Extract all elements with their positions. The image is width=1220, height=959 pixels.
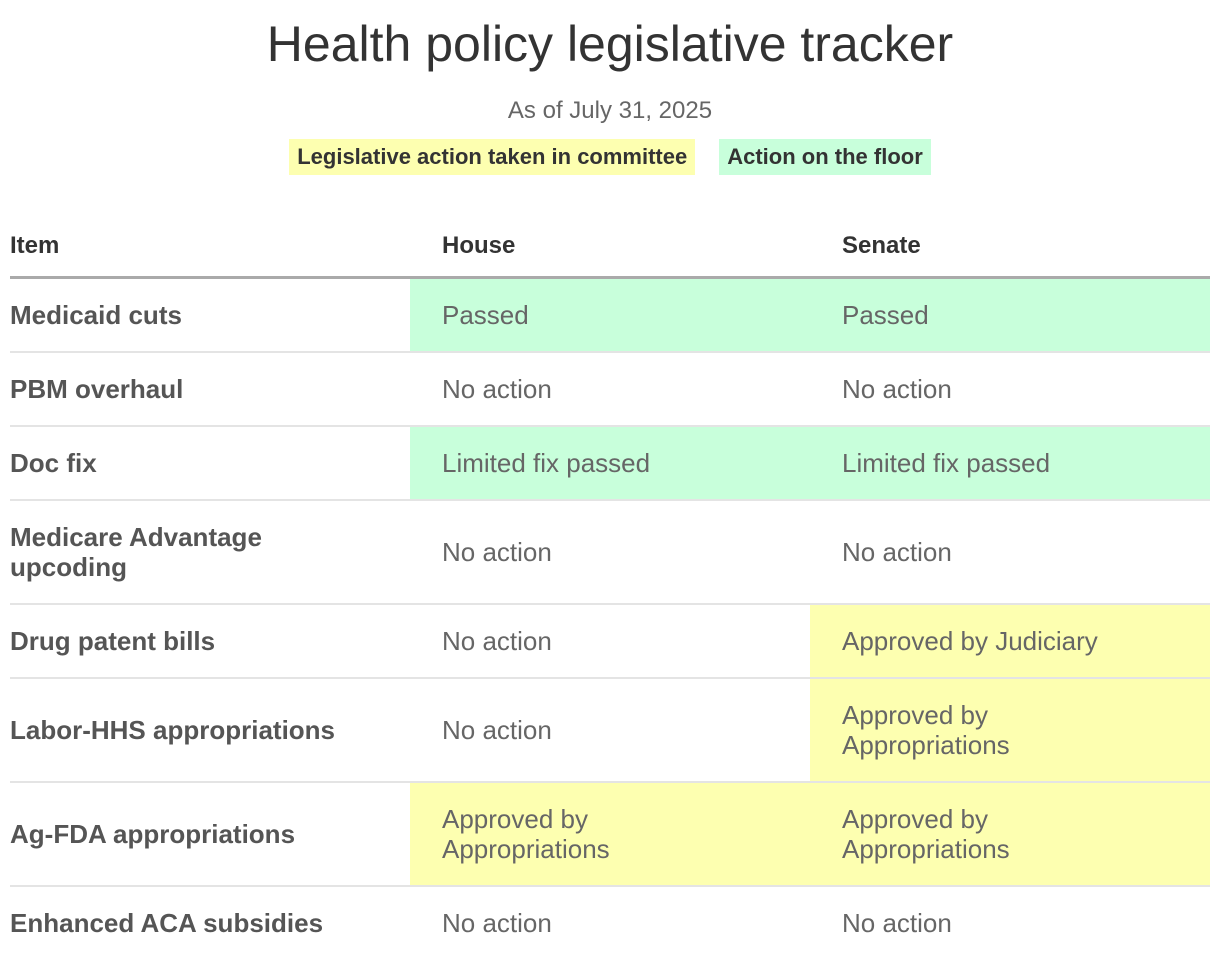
status-cell: No action	[442, 908, 552, 938]
item-cell: Enhanced ACA subsidies	[10, 908, 324, 938]
legend-item: Legislative action taken in committee	[289, 139, 696, 175]
table-row: Labor-HHS appropriations No action Approve…	[10, 678, 1210, 783]
column-header: Senate	[810, 216, 1210, 279]
status-cell: Approved by Judiciary	[810, 604, 1210, 679]
table-row: PBM overhaul No action No action	[10, 352, 1210, 427]
legend-item: Action on the floor	[719, 139, 931, 175]
item-cell: Labor-HHS appropriations	[10, 678, 410, 783]
item-cell: Doc fix	[10, 426, 410, 501]
table-row: Drug patent bills No action Approved by Ju…	[10, 604, 1210, 679]
item-cell: Medicare Advantage upcoding	[10, 500, 410, 605]
subtitle: As of July 31, 2025	[507, 97, 713, 124]
status-cell: No action	[410, 500, 810, 605]
column-header: House	[410, 216, 810, 279]
status-cell: Passed	[410, 277, 810, 353]
status-cell: No action	[410, 352, 810, 427]
status-cell: Approved by Appropriations	[410, 782, 810, 887]
status-cell: Limited fix passed	[810, 426, 1210, 501]
status-cell: Limited fix passed	[410, 426, 810, 501]
table-row: Medicaid cuts Passed Passed	[10, 277, 1210, 353]
table-row: Enhanced ACA subsidies No action No action	[10, 886, 1210, 959]
item-cell: Ag-FDA appropriations	[10, 782, 410, 887]
legend: Legislative action taken in committee Act…	[0, 139, 1220, 175]
column-header: Item	[10, 216, 410, 279]
tracker-table: Item House Senate Medicaid cuts Passed Passe…	[10, 216, 1210, 959]
table-row: Medicare Advantage upcoding No action No a…	[10, 500, 1210, 605]
header-row: Item House Senate	[10, 216, 1210, 279]
item-cell: PBM overhaul	[10, 352, 410, 427]
status-cell: Approved by Appropriations	[810, 782, 1210, 887]
status-cell: No action	[810, 500, 1210, 605]
status-cell: Passed	[810, 277, 1210, 353]
status-cell: Approved by Appropriations	[810, 678, 1210, 783]
item-cell: Medicaid cuts	[10, 277, 410, 353]
status-cell: No action	[410, 678, 810, 783]
item-cell: Drug patent bills	[10, 604, 410, 679]
status-cell: No action	[842, 908, 952, 938]
table-row: Doc fix Limited fix passed Limited fix pas…	[10, 426, 1210, 501]
status-cell: No action	[810, 352, 1210, 427]
table-row: Ag-FDA appropriations Approved by Appropr…	[10, 782, 1210, 887]
status-cell: No action	[410, 604, 810, 679]
title: Health policy legislative tracker	[266, 16, 954, 72]
